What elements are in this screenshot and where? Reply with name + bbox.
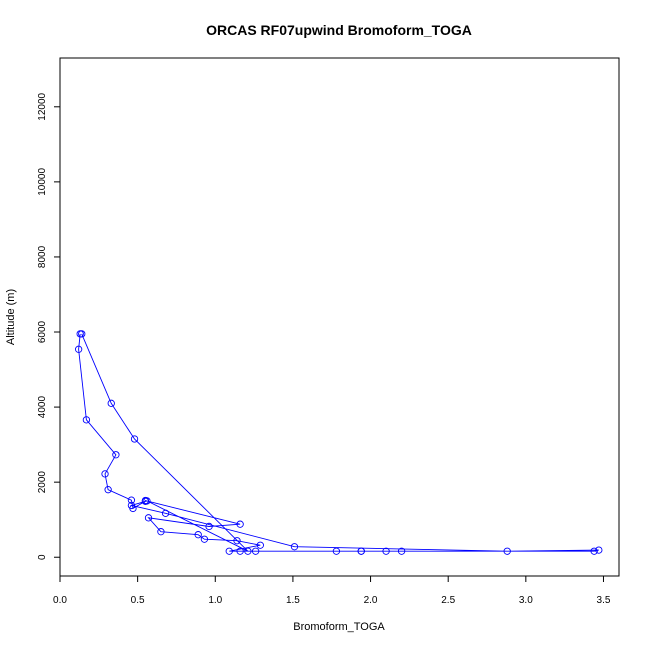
y-tick-label: 10000: [37, 168, 48, 196]
data-point: [595, 546, 603, 554]
x-tick-label: 1.5: [286, 595, 300, 606]
data-point: [251, 547, 260, 555]
y-axis-label: Altitude (m): [5, 289, 17, 345]
data-point: [205, 522, 213, 531]
data-point: [332, 547, 341, 555]
x-tick-label: 3.5: [597, 595, 611, 606]
data-point: [130, 435, 139, 443]
data-point: [397, 547, 406, 555]
data-point: [112, 451, 120, 459]
series-layer: [78, 333, 599, 552]
data-point: [236, 547, 244, 555]
data-point: [225, 547, 233, 555]
data-point: [256, 541, 264, 549]
y-tick-label: 8000: [37, 245, 48, 268]
data-point: [200, 535, 209, 543]
data-point: [233, 537, 241, 545]
series-line: [78, 333, 599, 552]
y-tick-label: 0: [37, 554, 48, 560]
data-point: [101, 470, 109, 478]
data-point: [157, 528, 165, 536]
data-point: [78, 330, 86, 338]
data-point: [143, 497, 151, 505]
data-point: [290, 543, 299, 551]
data-point: [244, 547, 252, 555]
data-point: [161, 509, 170, 517]
chart-title: ORCAS RF07upwind Bromoform_TOGA: [206, 22, 472, 38]
data-point: [503, 547, 511, 555]
plot-frame: [59, 57, 620, 577]
x-tick-label: 0.5: [131, 595, 145, 606]
data-point: [144, 514, 153, 522]
x-axis: 0.0 0.5 1.0 1.5 2.0 2.5 3.0 3.5: [53, 576, 611, 606]
data-point: [74, 345, 83, 353]
data-point: [382, 547, 390, 555]
x-tick-label: 2.5: [441, 595, 455, 606]
data-point: [194, 531, 202, 539]
data-point: [82, 416, 91, 424]
data-point: [590, 547, 598, 555]
y-tick-label: 6000: [37, 320, 48, 343]
x-tick-label: 0.0: [53, 595, 67, 606]
y-tick-label: 12000: [37, 92, 48, 120]
y-tick-label: 4000: [37, 396, 48, 419]
x-tick-label: 2.0: [364, 595, 378, 606]
data-point: [236, 520, 244, 528]
y-axis: 0 2000 4000 6000 8000 10000 12000: [37, 92, 60, 560]
data-point: [127, 501, 136, 510]
y-tick-label: 2000: [37, 471, 48, 494]
data-point: [107, 399, 115, 407]
data-point: [104, 486, 112, 494]
x-axis-label: Bromoform_TOGA: [293, 621, 385, 633]
data-point: [357, 547, 365, 555]
x-tick-label: 3.0: [519, 595, 533, 606]
data-point: [127, 496, 136, 504]
x-tick-label: 1.0: [208, 595, 222, 606]
points-layer: [74, 330, 603, 555]
